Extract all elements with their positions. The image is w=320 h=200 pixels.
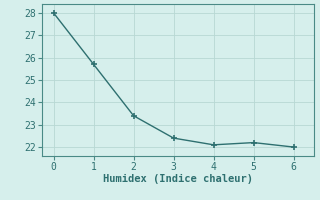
X-axis label: Humidex (Indice chaleur): Humidex (Indice chaleur) (103, 174, 252, 184)
